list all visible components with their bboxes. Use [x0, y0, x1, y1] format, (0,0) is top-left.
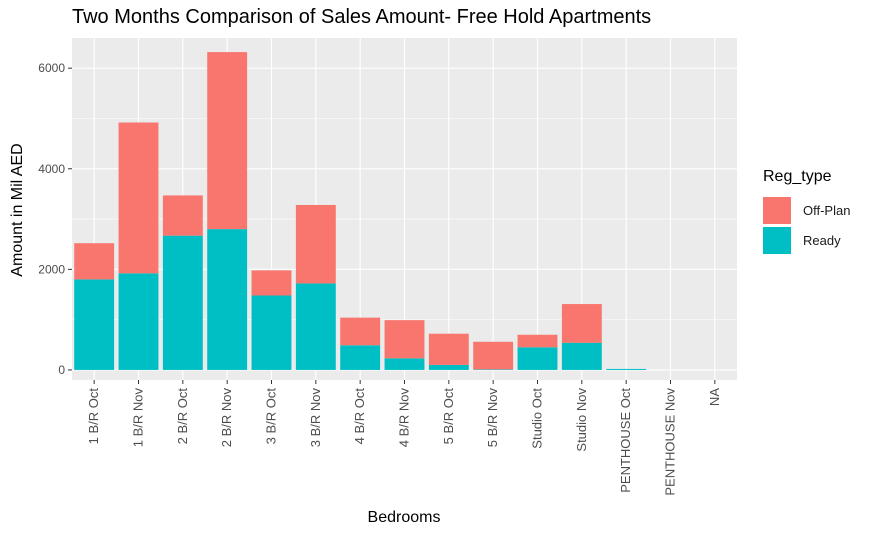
legend-item-off-plan: Off-Plan	[763, 195, 850, 225]
x-tick-label: 4 B/R Oct	[352, 388, 367, 445]
x-tick-label: 1 B/R Nov	[131, 388, 146, 448]
bar-off-plan-4-b-r-nov	[384, 320, 425, 359]
legend-label-ready: Ready	[803, 232, 841, 248]
bar-ready-1-b-r-oct	[74, 279, 115, 370]
bar-off-plan-4-b-r-oct	[340, 317, 381, 346]
bar-off-plan-3-b-r-nov	[295, 204, 336, 284]
y-tick-label: 2000	[38, 262, 65, 276]
x-tick-label: Studio Oct	[530, 388, 545, 449]
y-axis: 0 2000 4000 6000	[38, 61, 72, 377]
bar-ready-5-b-r-nov	[473, 369, 514, 370]
bar-off-plan-2-b-r-oct	[162, 195, 203, 236]
bar-off-plan-studio-oct	[517, 334, 558, 348]
y-tick-label: 6000	[38, 61, 65, 75]
bar-ready-4-b-r-oct	[340, 345, 381, 370]
bars	[74, 52, 647, 370]
bar-ready-4-b-r-nov	[384, 358, 425, 370]
x-tick-label: 3 B/R Oct	[264, 388, 279, 445]
x-tick-label: 4 B/R Nov	[397, 388, 412, 448]
x-tick-label: Studio Nov	[574, 388, 589, 452]
x-tick-label: 5 B/R Oct	[441, 388, 456, 445]
x-tick-label: 5 B/R Nov	[485, 388, 500, 448]
bar-ready-studio-nov	[561, 342, 602, 370]
legend-item-ready: Ready	[763, 225, 850, 255]
y-tick-label: 0	[58, 363, 65, 377]
bar-ready-2-b-r-oct	[162, 235, 203, 370]
x-tick-label: PENTHOUSE Oct	[618, 388, 633, 493]
x-axis: 1 B/R Oct 1 B/R Nov 2 B/R Oct 2 B/R Nov 3 B/…	[86, 380, 722, 496]
x-tick-label: NA	[707, 388, 722, 406]
bar-ready-studio-oct	[517, 347, 558, 370]
bar-ready-3-b-r-nov	[295, 283, 336, 370]
bar-ready-penthouse-oct	[606, 368, 647, 370]
chart-title: Two Months Comparison of Sales Amount- F…	[72, 6, 652, 28]
x-tick-label: PENTHOUSE Nov	[663, 388, 678, 496]
legend: Reg_type Off-Plan Ready	[763, 168, 850, 255]
legend-label-off-plan: Off-Plan	[803, 202, 851, 218]
bar-ready-1-b-r-nov	[118, 273, 159, 370]
bar-off-plan-1-b-r-nov	[118, 122, 159, 274]
x-tick-label: 2 B/R Nov	[219, 388, 234, 448]
bar-off-plan-3-b-r-oct	[251, 270, 292, 296]
y-tick-label: 4000	[38, 162, 65, 176]
bar-ready-3-b-r-oct	[251, 295, 292, 370]
legend-key-off-plan	[763, 196, 791, 224]
legend-key-ready	[763, 226, 791, 254]
bar-off-plan-2-b-r-nov	[207, 52, 248, 230]
y-axis-title: Amount in Mil AED	[9, 143, 26, 277]
bar-off-plan-1-b-r-oct	[74, 243, 115, 280]
x-axis-title: Bedrooms	[367, 509, 441, 526]
bar-off-plan-studio-nov	[561, 304, 602, 343]
bar-off-plan-5-b-r-nov	[473, 341, 514, 370]
bar-off-plan-5-b-r-oct	[428, 333, 469, 365]
x-tick-label: 2 B/R Oct	[175, 388, 190, 445]
bar-ready-5-b-r-oct	[428, 364, 469, 370]
x-tick-label: 1 B/R Oct	[86, 388, 101, 445]
bar-ready-2-b-r-nov	[207, 229, 248, 370]
legend-title: Reg_type	[763, 168, 832, 185]
x-tick-label: 3 B/R Nov	[308, 388, 323, 448]
